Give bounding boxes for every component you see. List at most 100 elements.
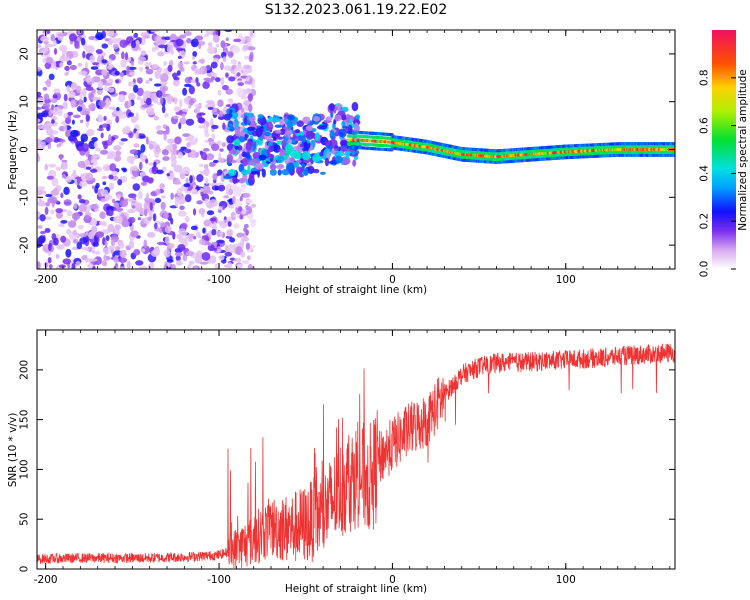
noise-blob xyxy=(192,61,197,65)
noise-blob xyxy=(60,161,68,170)
noise-blob xyxy=(112,43,119,50)
noise-blob xyxy=(194,106,201,115)
noise-blob xyxy=(177,243,186,251)
noise-blob xyxy=(136,96,142,101)
noise-blob xyxy=(100,189,109,197)
noise-blob xyxy=(95,49,103,55)
noise-blob xyxy=(236,257,242,263)
noise-blob xyxy=(158,44,167,49)
noise-blob xyxy=(159,96,164,105)
noise-blob xyxy=(118,114,127,119)
noise-blob xyxy=(42,86,48,91)
noise-blob xyxy=(166,259,174,263)
noise-blob xyxy=(150,249,160,257)
noise-blob xyxy=(173,106,182,112)
noise-blob xyxy=(200,151,207,161)
noise-blob xyxy=(162,81,168,86)
noise-blob xyxy=(232,195,236,204)
noise-blob xyxy=(166,138,175,144)
noise-blob xyxy=(221,142,227,148)
transition-blob xyxy=(226,135,235,144)
noise-blob xyxy=(203,163,209,170)
noise-blob xyxy=(195,77,199,84)
transition-blob xyxy=(243,117,248,125)
noise-blob xyxy=(128,216,136,224)
noise-blob xyxy=(152,213,157,222)
noise-blob xyxy=(108,58,112,66)
noise-blob xyxy=(135,112,139,121)
noise-blob xyxy=(158,39,167,44)
noise-blob xyxy=(107,223,115,233)
noise-blob xyxy=(78,224,84,230)
noise-blob xyxy=(225,72,229,78)
noise-blob xyxy=(230,59,238,65)
transition-blob xyxy=(287,114,295,121)
noise-blob xyxy=(85,77,92,83)
noise-blob xyxy=(217,116,225,120)
noise-blob xyxy=(164,225,172,234)
noise-blob xyxy=(37,67,42,72)
noise-blob xyxy=(93,256,102,266)
noise-blob xyxy=(46,56,54,64)
noise-blob xyxy=(78,70,88,76)
transition-blob xyxy=(275,164,285,170)
noise-blob xyxy=(144,91,152,96)
noise-blob xyxy=(210,61,218,69)
noise-blob xyxy=(37,124,43,130)
noise-blob xyxy=(207,106,214,111)
noise-blob xyxy=(153,115,159,121)
noise-blob xyxy=(79,233,88,238)
noise-blob xyxy=(63,124,68,132)
noise-blob xyxy=(37,44,42,49)
noise-blob xyxy=(249,30,253,38)
spectrogram-x-label: Height of straight line (km) xyxy=(285,284,427,296)
noise-blob xyxy=(163,61,167,66)
noise-blob xyxy=(97,80,104,90)
noise-blob xyxy=(88,140,97,150)
noise-blob xyxy=(62,31,68,37)
transition-blob xyxy=(229,109,233,114)
transition-blob xyxy=(245,151,251,160)
noise-blob xyxy=(162,156,170,161)
noise-blob xyxy=(183,148,192,154)
snr-series-line xyxy=(36,343,676,569)
noise-blob xyxy=(37,200,46,207)
noise-blob xyxy=(85,247,90,252)
noise-blob xyxy=(145,158,149,164)
noise-blob xyxy=(85,166,92,170)
noise-blob xyxy=(193,190,199,195)
noise-blob xyxy=(114,51,119,55)
noise-blob xyxy=(50,33,56,42)
noise-blob xyxy=(155,188,161,195)
noise-blob xyxy=(187,264,192,269)
noise-blob xyxy=(44,216,52,220)
noise-blob xyxy=(129,149,139,155)
transition-blob xyxy=(251,170,259,175)
noise-blob xyxy=(57,108,63,117)
noise-blob xyxy=(237,206,243,212)
noise-blob xyxy=(127,112,135,117)
noise-blob xyxy=(39,214,46,222)
noise-blob xyxy=(133,154,139,160)
noise-blob xyxy=(247,93,253,102)
noise-blob xyxy=(120,138,128,142)
noise-blob xyxy=(161,195,166,199)
noise-blob xyxy=(198,207,206,215)
noise-blob xyxy=(143,201,150,211)
noise-blob xyxy=(177,55,182,60)
colorbar-tick-label: 0.6 xyxy=(699,117,711,134)
noise-blob xyxy=(231,65,237,69)
noise-blob xyxy=(207,46,216,55)
noise-blob xyxy=(126,198,135,202)
noise-blob xyxy=(206,210,215,216)
noise-blob xyxy=(85,45,95,54)
noise-blob xyxy=(65,175,72,183)
noise-blob xyxy=(165,145,174,151)
noise-blob xyxy=(50,97,58,104)
transition-blob xyxy=(238,178,246,184)
noise-blob xyxy=(234,200,243,208)
noise-blob xyxy=(148,77,153,82)
noise-blob xyxy=(189,149,197,159)
noise-blob xyxy=(64,72,69,76)
